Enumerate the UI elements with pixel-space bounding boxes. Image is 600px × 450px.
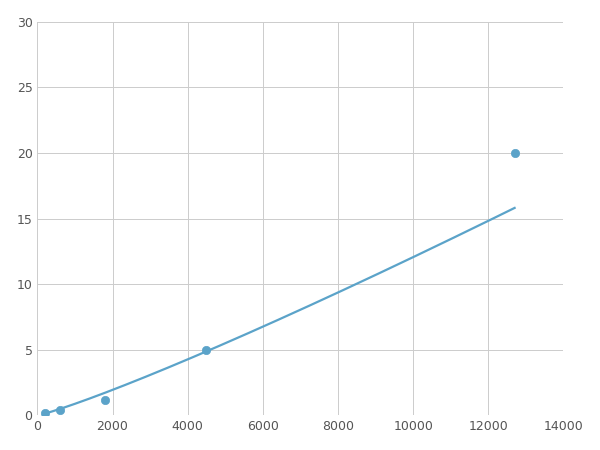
Point: [55, 407, 65, 414]
Point: [100, 396, 110, 403]
Point: [510, 149, 520, 157]
Point: [40, 409, 50, 416]
Point: [202, 346, 211, 353]
